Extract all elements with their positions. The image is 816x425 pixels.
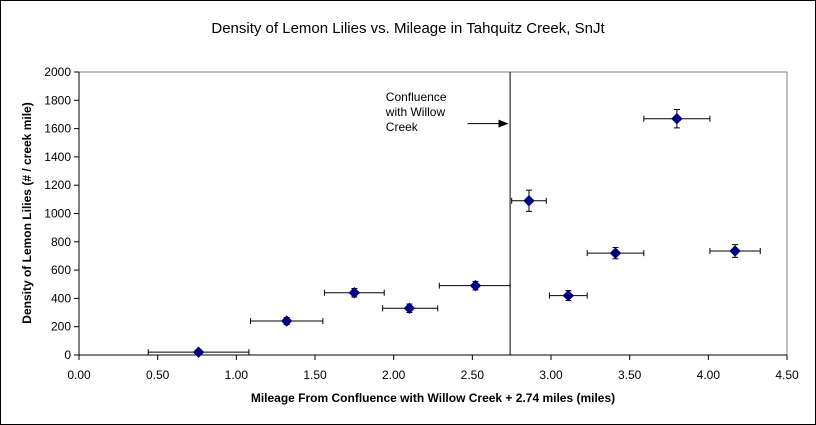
x-tick-label: 0.00 xyxy=(67,368,91,382)
y-tick-label: 200 xyxy=(51,320,71,334)
series-layer xyxy=(147,108,761,358)
annotation-arrow-head xyxy=(498,119,509,128)
y-tick-label: 1000 xyxy=(44,207,71,221)
annotation-text: Confluence xyxy=(386,90,447,104)
annotation-text: Creek xyxy=(386,120,419,134)
y-tick-label: 1400 xyxy=(44,150,71,164)
data-point xyxy=(523,195,535,207)
y-tick-label: 2000 xyxy=(44,65,71,79)
data-point xyxy=(348,287,361,299)
data-point xyxy=(609,247,622,259)
chart-title: Density of Lemon Lilies vs. Mileage in T… xyxy=(211,20,605,37)
y-tick-label: 400 xyxy=(51,291,71,305)
y-tick-label: 0 xyxy=(64,348,71,362)
y-tick-label: 600 xyxy=(51,263,71,277)
x-tick-label: 4.50 xyxy=(775,368,799,382)
axes-layer: 0.00 0.50 1.00 1.50 2.00 2.50 3.00 3.50 4.00 4.50… xyxy=(44,65,799,382)
data-point xyxy=(671,112,683,125)
y-tick-label: 1600 xyxy=(44,122,71,136)
x-tick-label: 0.50 xyxy=(146,368,170,382)
y-tick-label: 1800 xyxy=(44,93,71,107)
x-tick-label: 1.50 xyxy=(303,368,327,382)
data-point xyxy=(192,346,205,358)
y-tick-label: 1200 xyxy=(44,178,71,192)
y-tick-label: 800 xyxy=(51,235,71,249)
x-tick-label: 4.00 xyxy=(697,368,721,382)
y-axis-label: Density of Lemon Lilies (# / creek mile) xyxy=(20,102,34,323)
x-tick-label: 3.00 xyxy=(539,368,563,382)
annotation-text: with Willow xyxy=(385,105,446,119)
data-point xyxy=(469,279,482,292)
x-tick-label: 3.50 xyxy=(618,368,642,382)
x-axis-label: Mileage From Confluence with Willow Cree… xyxy=(251,391,615,405)
x-tick-label: 2.00 xyxy=(382,368,406,382)
x-tick-label: 2.50 xyxy=(461,368,485,382)
data-point xyxy=(403,302,416,315)
data-point xyxy=(729,245,741,257)
data-point xyxy=(562,289,575,302)
data-point xyxy=(280,315,293,327)
x-tick-label: 1.00 xyxy=(225,368,249,382)
